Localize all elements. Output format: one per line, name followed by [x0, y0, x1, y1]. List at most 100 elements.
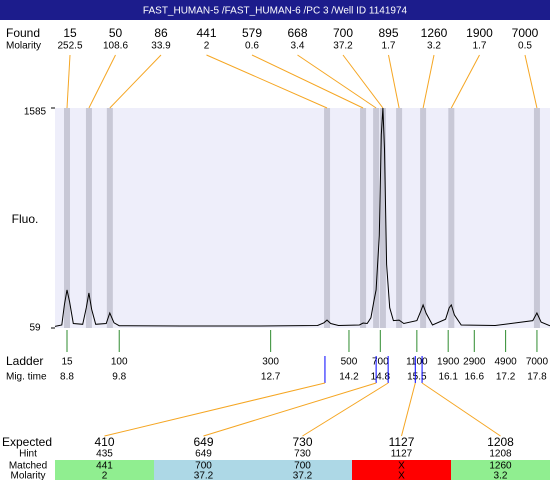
matched-cell [352, 460, 451, 480]
ladder-time: 9.8 [112, 372, 126, 383]
found-molarity: 0.5 [518, 41, 532, 52]
found-size: 668 [287, 26, 307, 40]
expected-size: 1208 [487, 435, 514, 449]
ladder-size: 700 [372, 357, 389, 368]
peak-band [420, 108, 427, 328]
ladder-time: 16.1 [438, 372, 458, 383]
ladder-size: 500 [341, 357, 358, 368]
y-tick-label: 1585 [24, 107, 47, 118]
expected-size: 1127 [389, 435, 415, 449]
ladder-time: 8.8 [60, 372, 74, 383]
ladder-size: 2900 [463, 357, 486, 368]
expected-label: Expected [2, 435, 52, 449]
matched-cell [55, 460, 154, 480]
ladder-size: 100 [111, 357, 128, 368]
peak-connector [422, 54, 435, 109]
found-molarity: 252.5 [57, 41, 82, 52]
matched-cell [253, 460, 352, 480]
ladder-time-label: Mig. time [6, 372, 47, 383]
found-size: 1900 [466, 26, 493, 40]
expected-connector [302, 382, 389, 437]
peak-connector [450, 54, 480, 109]
ladder-size: 1900 [437, 357, 460, 368]
found-size: 50 [109, 26, 123, 40]
ladder-size: 7000 [526, 357, 549, 368]
trace [54, 107, 550, 327]
found-molarity: 3.4 [291, 41, 305, 52]
matched: 1260 [489, 461, 512, 472]
expected-connector [203, 382, 377, 437]
matched-molarity: 2 [102, 471, 108, 480]
plot-area [55, 108, 550, 328]
matched-molarity: 37.2 [293, 471, 313, 480]
found-molarity: 2 [204, 41, 210, 52]
ladder-label: Ladder [6, 354, 43, 368]
ladder-time: 14.8 [371, 372, 391, 383]
peak-connector [66, 54, 71, 109]
hint: 730 [294, 449, 311, 460]
expected-size: 410 [94, 435, 114, 449]
found-molarity-label: Molarity [6, 41, 41, 52]
ladder-size: 300 [262, 357, 279, 368]
found-molarity: 33.9 [151, 41, 171, 52]
ladder-time: 15.5 [407, 372, 427, 383]
hint: 1208 [489, 449, 512, 460]
peak-connector [297, 54, 377, 109]
found-molarity: 1.7 [473, 41, 487, 52]
peak-connector [388, 54, 400, 109]
ladder-time: 12.7 [261, 372, 281, 383]
found-size: 1260 [421, 26, 448, 40]
hint-label: Hint [19, 449, 37, 460]
matched: X [398, 461, 405, 472]
ladder-size: 4900 [494, 357, 517, 368]
ladder-size: 15 [61, 357, 73, 368]
matched-cell [451, 460, 550, 480]
found-molarity: 108.6 [103, 41, 128, 52]
expected-connector [421, 382, 501, 437]
peak-connector [206, 54, 328, 109]
peak-band [448, 108, 455, 328]
ladder-time: 17.2 [496, 372, 516, 383]
y-axis-label: Fluo. [12, 212, 39, 226]
ladder-time: 16.6 [465, 372, 485, 383]
title: FAST_HUMAN-5 /FAST_HUMAN-6 /PC 3 /Well I… [143, 6, 408, 17]
expected-connector [104, 382, 326, 437]
found-molarity: 0.6 [245, 41, 259, 52]
ladder-time: 14.2 [339, 372, 359, 383]
peak-band [106, 108, 113, 328]
matched: 441 [96, 461, 113, 472]
found-size: 15 [63, 26, 77, 40]
y-tick-label: 59 [29, 323, 41, 334]
found-size: 441 [196, 26, 216, 40]
expected-connector [401, 382, 416, 437]
peak-band [396, 108, 403, 328]
matched-label: Matched [9, 461, 47, 472]
expected-size: 730 [292, 435, 312, 449]
found-size: 895 [378, 26, 398, 40]
found-label: Found [6, 26, 40, 40]
peak-connector [342, 54, 384, 109]
found-size: 86 [154, 26, 168, 40]
peak-connector [251, 54, 364, 109]
peak-band [533, 108, 540, 328]
peak-band [64, 108, 71, 328]
found-molarity: 37.2 [333, 41, 353, 52]
found-size: 7000 [512, 26, 539, 40]
peak-band [85, 108, 92, 328]
expected-size: 649 [193, 435, 213, 449]
hint: 649 [195, 449, 212, 460]
hint: 1127 [391, 449, 413, 460]
peak-connector [109, 54, 162, 109]
peak-band [379, 108, 386, 328]
found-size: 579 [242, 26, 262, 40]
matched-molarity: 3.2 [494, 471, 508, 480]
peak-connector [524, 54, 538, 109]
ladder-size: 1100 [406, 357, 428, 368]
title-bar [0, 0, 550, 20]
found-molarity: 3.2 [427, 41, 441, 52]
found-molarity: 1.7 [382, 41, 396, 52]
matched-molarity: X [398, 471, 405, 480]
peak-connector [88, 54, 116, 109]
